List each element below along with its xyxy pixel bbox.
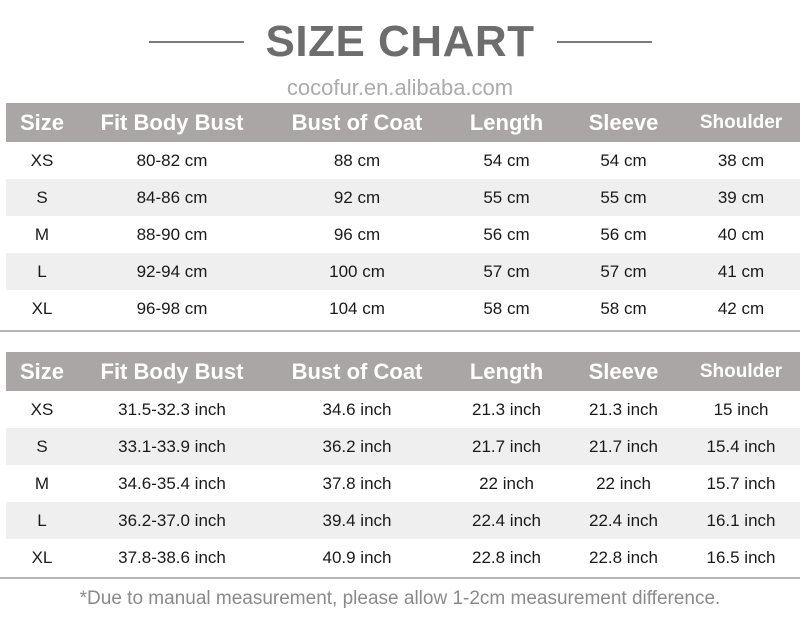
table-row: L 36.2-37.0 inch 39.4 inch 22.4 inch 22.4 in… <box>6 502 800 539</box>
table-cell: 22.4 inch <box>565 502 682 539</box>
table-cell: 39.4 inch <box>266 502 448 539</box>
table-row: M 34.6-35.4 inch 37.8 inch 22 inch 22 inch 15… <box>6 465 800 502</box>
title-rule-left <box>148 41 244 43</box>
table-cell: M <box>34 473 50 493</box>
column-header: Fit Body Bust <box>78 103 266 142</box>
table-cell: XS <box>30 399 54 419</box>
title-bar: SIZE CHART <box>0 14 800 70</box>
table-cell: 22 inch <box>479 473 534 493</box>
table-cell: 21.7 inch <box>565 428 682 465</box>
table-cell: 54 cm <box>483 150 530 170</box>
column-header: Length <box>448 352 565 391</box>
table-cell: 56 cm <box>483 224 530 244</box>
table-cell: XL <box>31 547 53 567</box>
table-cell: 41 cm <box>682 253 800 290</box>
table-cell: 21.7 inch <box>448 428 565 465</box>
table-cell: 40.9 inch <box>322 547 392 567</box>
table-cell: 22.8 inch <box>472 547 541 567</box>
table-cell: XL <box>31 298 53 318</box>
table-row: S 33.1-33.9 inch 36.2 inch 21.7 inch 21.7 in… <box>6 428 800 465</box>
column-header: Fit Body Bust <box>78 352 266 391</box>
table-cell: 42 cm <box>717 298 765 318</box>
table-cell: 80-82 cm <box>136 150 208 170</box>
table-cell: S <box>6 179 78 216</box>
table-cell: 21.3 inch <box>472 399 541 419</box>
table-cell: 55 cm <box>565 179 682 216</box>
table-cell: 38 cm <box>717 150 765 170</box>
table-cell: 36.2-37.0 inch <box>78 502 266 539</box>
table-row: XL 96-98 cm 104 cm 58 cm 58 cm 42 cm <box>6 290 800 327</box>
table-cell: 92-94 cm <box>78 253 266 290</box>
table-cell: 57 cm <box>448 253 565 290</box>
table-cell: 57 cm <box>565 253 682 290</box>
table-cell: 96-98 cm <box>136 298 208 318</box>
table-cell: S <box>6 428 78 465</box>
table-row: M 88-90 cm 96 cm 56 cm 56 cm 40 cm <box>6 216 800 253</box>
measurement-note: *Due to manual measurement, please allow… <box>79 588 721 609</box>
column-header: Bust of Coat <box>266 352 448 391</box>
column-header: Shoulder <box>682 103 800 142</box>
table-cell: L <box>6 502 78 539</box>
column-header: Sleeve <box>565 352 682 391</box>
table-cell: 92 cm <box>266 179 448 216</box>
table-cell: M <box>34 224 50 244</box>
table-cell: 15.4 inch <box>682 428 800 465</box>
table-cell: XS <box>30 150 54 170</box>
table-cell: 37.8-38.6 inch <box>118 547 226 567</box>
size-table-inch: Size Fit Body Bust Bust of Coat Length Sleev… <box>6 352 800 576</box>
table-cell: 56 cm <box>600 224 647 244</box>
table-row: S 84-86 cm 92 cm 55 cm 55 cm 39 cm <box>6 179 800 216</box>
header-row: Size Fit Body Bust Bust of Coat Length Sleev… <box>6 352 800 391</box>
column-header: Size <box>6 103 78 142</box>
table-cell: 15.7 inch <box>706 473 776 493</box>
watermark: cocofur.en.alibaba.com <box>286 75 514 100</box>
table-cell: 37.8 inch <box>322 473 392 493</box>
table-cell: 16.1 inch <box>682 502 800 539</box>
column-header: Bust of Coat <box>266 103 448 142</box>
title-rule-right <box>556 41 652 43</box>
table-cell: 22.4 inch <box>448 502 565 539</box>
table-cell: 88-90 cm <box>136 224 208 244</box>
table-row: XS 80-82 cm 88 cm 54 cm 54 cm 38 cm <box>6 142 800 179</box>
table-divider <box>0 330 800 332</box>
table-cell: 16.5 inch <box>706 547 776 567</box>
column-header: Sleeve <box>565 103 682 142</box>
table-cell: 96 cm <box>333 224 381 244</box>
table-cell: 31.5-32.3 inch <box>118 399 226 419</box>
table-cell: 22 inch <box>596 473 651 493</box>
table-cell: 34.6 inch <box>322 399 392 419</box>
table-cell: 104 cm <box>329 298 385 318</box>
table-cell: 54 cm <box>600 150 647 170</box>
table-row: XL 37.8-38.6 inch 40.9 inch 22.8 inch 22.8 i… <box>6 539 800 576</box>
table-cell: 33.1-33.9 inch <box>78 428 266 465</box>
size-table-cm: Size Fit Body Bust Bust of Coat Length Sleev… <box>6 103 800 327</box>
table-cell: 58 cm <box>483 298 530 318</box>
column-header: Shoulder <box>682 352 800 391</box>
table-cell: 40 cm <box>717 224 765 244</box>
table-cell: 84-86 cm <box>78 179 266 216</box>
table-row: XS 31.5-32.3 inch 34.6 inch 21.3 inch 21.3 i… <box>6 391 800 428</box>
table-cell: 21.3 inch <box>589 399 658 419</box>
table-cell: L <box>6 253 78 290</box>
column-header: Size <box>6 352 78 391</box>
table-cell: 58 cm <box>600 298 647 318</box>
table-cell: 15 inch <box>713 399 769 419</box>
table-cell: 36.2 inch <box>266 428 448 465</box>
table-row: L 92-94 cm 100 cm 57 cm 57 cm 41 cm <box>6 253 800 290</box>
table-cell: 55 cm <box>448 179 565 216</box>
table-cell: 22.8 inch <box>589 547 658 567</box>
page-title: SIZE CHART <box>265 17 535 66</box>
column-header: Length <box>448 103 565 142</box>
table-cell: 34.6-35.4 inch <box>118 473 226 493</box>
header-row: Size Fit Body Bust Bust of Coat Length Sleev… <box>6 103 800 142</box>
table-cell: 39 cm <box>682 179 800 216</box>
table-divider <box>0 577 800 579</box>
table-cell: 88 cm <box>333 150 381 170</box>
table-cell: 100 cm <box>266 253 448 290</box>
